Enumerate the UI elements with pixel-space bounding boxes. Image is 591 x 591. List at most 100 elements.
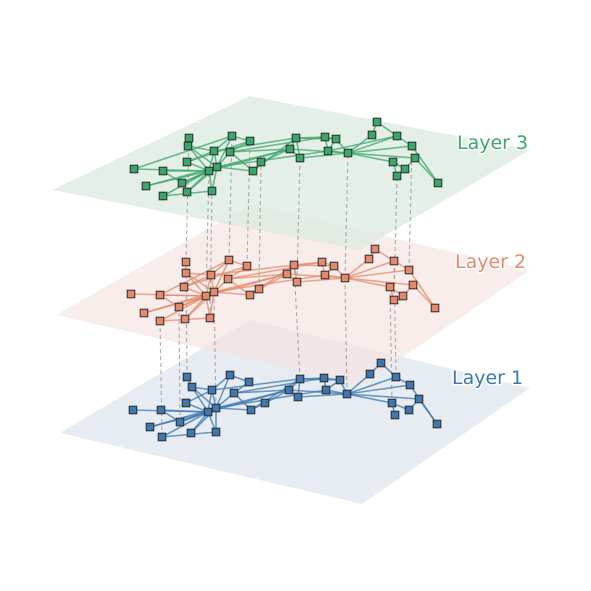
layer-3-node [392, 131, 402, 141]
layer-labels: Layer 1 Layer 2 Layer 3 [451, 131, 530, 391]
layer-3-node [158, 166, 168, 176]
layer-2-node [224, 255, 234, 265]
layer-3-node [248, 166, 258, 176]
layer-2-edge [344, 269, 410, 279]
layer-2-node [209, 287, 219, 297]
layer-planes [52, 96, 530, 504]
interlayer-link [293, 264, 301, 380]
layer-1-node [365, 369, 375, 379]
layer-3-edge [327, 135, 398, 152]
layer-3-node [372, 117, 382, 127]
layer-2-node [389, 295, 399, 305]
layer-2-node [289, 260, 299, 270]
layer-1-node [390, 410, 400, 420]
layer-3-edge [347, 152, 394, 163]
interlayer-link [393, 260, 397, 378]
layer-2-node [201, 291, 211, 301]
layer-3-plane [52, 96, 530, 250]
layer-1-node [414, 394, 424, 404]
layer-1-edge [161, 411, 209, 438]
layer-1-node [175, 417, 185, 427]
layer-1-node [244, 377, 254, 387]
layer-2-node [317, 257, 327, 267]
layer-2-node [389, 256, 399, 266]
layer-2-node [370, 244, 380, 254]
layer-1-node [182, 372, 192, 382]
interlayer-link [344, 277, 348, 395]
layer-1-node [391, 372, 401, 382]
layer-1-node [186, 428, 196, 438]
layer-2-node [155, 290, 165, 300]
layer-3-node [407, 141, 417, 151]
layer-2-node [126, 289, 136, 299]
layer-2-node [174, 302, 184, 312]
layer-1-edge [207, 389, 290, 413]
layer-3-node [295, 153, 305, 163]
layer-3-node [177, 178, 187, 188]
layer-3-node [158, 191, 168, 201]
layer-2-node [254, 284, 264, 294]
layer-3-node [285, 144, 295, 154]
layer-2-edge [159, 294, 207, 297]
layer-3-node [256, 157, 266, 167]
layer-3-edge [411, 145, 439, 184]
layer-1-node [335, 375, 345, 385]
layer-1-node [319, 373, 329, 383]
layer-1-node [211, 427, 221, 437]
layer-2-edge [227, 273, 288, 280]
layer-1-node [211, 403, 221, 413]
layer-3-node [400, 164, 410, 174]
layer-2-node [398, 291, 408, 301]
layer-3-node [183, 141, 193, 151]
layer-1-node [145, 422, 155, 432]
layer-1-node [157, 432, 167, 442]
layer-2-edge [183, 265, 248, 288]
layer-1-edge [215, 389, 327, 409]
layer-2-node [320, 270, 330, 280]
interlayer-link [213, 291, 217, 409]
layer-3-node [212, 162, 222, 172]
layer-1-edge [233, 377, 325, 394]
layer-1-node [404, 405, 414, 415]
layer-2-node [340, 273, 350, 283]
layer-1-node [293, 392, 303, 402]
layer-3-edge [208, 148, 291, 172]
layer-3-edge [216, 150, 329, 168]
layer-1-node [342, 389, 352, 399]
layer-1-edge [215, 374, 231, 409]
layer-2-edge [293, 264, 335, 267]
layer-1-network [128, 358, 442, 442]
layer-3-node [141, 181, 151, 191]
layer-1-edge [346, 384, 411, 395]
layer-3-node [291, 133, 301, 143]
layer-3-node [207, 186, 217, 196]
layer-3-edge [295, 137, 337, 140]
layer-3-node [225, 147, 235, 157]
layer-3-edge [187, 145, 215, 152]
layer-2-node [282, 269, 292, 279]
layer-2-network [126, 244, 440, 326]
layer-3-node [388, 157, 398, 167]
layer-3-node [343, 148, 353, 158]
layer-3-label: Layer 3 [457, 132, 528, 154]
layer-1-edge [297, 393, 348, 398]
layer-3-edge [229, 136, 326, 153]
layer-3-node [182, 187, 192, 197]
layer-3-node [245, 136, 255, 146]
layer-1-node [203, 407, 213, 417]
layer-3-edge [347, 152, 416, 159]
layer-2-node [181, 257, 191, 267]
layer-3-edge [347, 135, 398, 154]
layer-1-node [260, 398, 270, 408]
layer-1-node [187, 382, 197, 392]
layer-2-edge [213, 259, 230, 293]
layer-3-node [184, 133, 194, 143]
layer-2-node [364, 254, 374, 264]
layer-1-node [246, 405, 256, 415]
layer-2-edge [408, 269, 436, 309]
interlayer-link [209, 190, 213, 319]
layer-2-node [179, 282, 189, 292]
layer-2-edge [344, 260, 395, 279]
layer-2-edge [205, 273, 288, 297]
